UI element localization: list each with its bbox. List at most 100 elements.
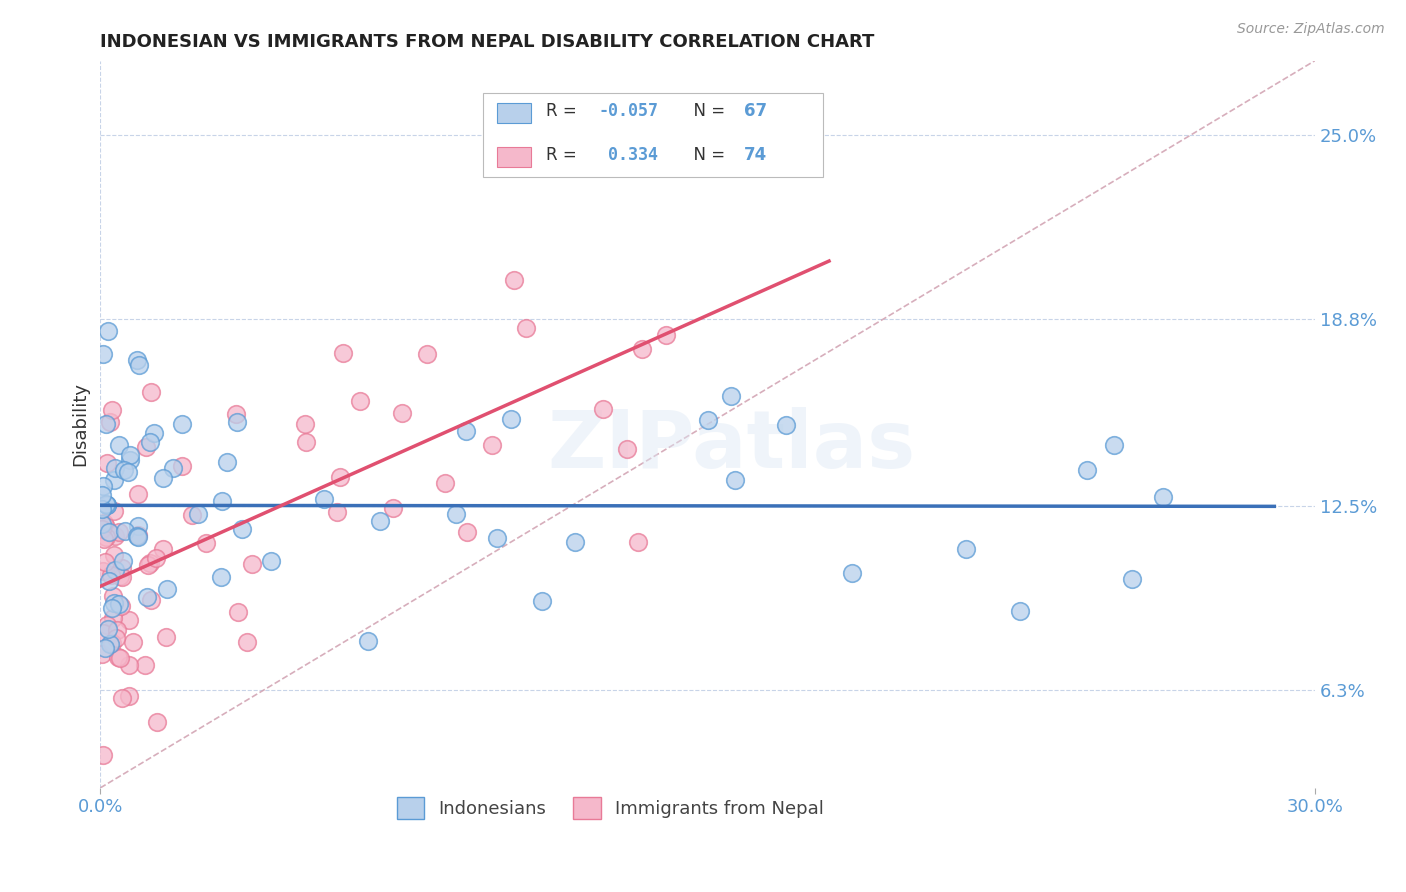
Point <box>616 442 638 456</box>
Point <box>96 498 118 512</box>
Bar <box>498 103 531 123</box>
Point <box>152 541 174 556</box>
Point <box>110 568 132 582</box>
Point <box>381 500 404 515</box>
Point <box>226 605 249 619</box>
Point <box>209 570 232 584</box>
Point <box>564 535 586 549</box>
Text: N =: N = <box>683 145 731 163</box>
Point <box>454 424 477 438</box>
Point <box>114 524 136 539</box>
Text: Source: ZipAtlas.com: Source: ZipAtlas.com <box>1237 22 1385 37</box>
Point <box>162 460 184 475</box>
Point <box>231 522 253 536</box>
Point <box>586 143 609 157</box>
Point <box>121 634 143 648</box>
Point <box>155 630 177 644</box>
Point <box>91 479 114 493</box>
Point <box>1152 490 1174 504</box>
Point <box>329 469 352 483</box>
Point <box>127 528 149 542</box>
Point <box>108 437 131 451</box>
Point <box>240 557 263 571</box>
Point <box>111 560 134 574</box>
Point <box>481 438 503 452</box>
Text: R =: R = <box>546 145 582 163</box>
Point <box>723 473 745 487</box>
Point <box>592 401 614 416</box>
Point <box>502 273 524 287</box>
Text: -0.057: -0.057 <box>599 102 658 120</box>
Point <box>91 747 114 762</box>
Point <box>101 601 124 615</box>
Point <box>112 463 135 477</box>
Point <box>118 690 141 704</box>
Point <box>127 353 149 368</box>
Point <box>194 536 217 550</box>
Point <box>136 558 159 572</box>
Point <box>105 624 128 638</box>
Point <box>135 440 157 454</box>
Point <box>332 346 354 360</box>
Point <box>217 455 239 469</box>
Point <box>98 574 121 588</box>
Point <box>720 388 742 402</box>
Point <box>91 502 114 516</box>
Point <box>112 554 135 568</box>
Point <box>499 412 522 426</box>
Point <box>101 403 124 417</box>
Point <box>485 531 508 545</box>
Text: 0.334: 0.334 <box>599 145 658 163</box>
Point <box>107 650 129 665</box>
Text: INDONESIAN VS IMMIGRANTS FROM NEPAL DISABILITY CORRELATION CHART: INDONESIAN VS IMMIGRANTS FROM NEPAL DISA… <box>100 33 875 51</box>
Point <box>108 597 131 611</box>
Point <box>110 651 132 665</box>
Point <box>146 715 169 730</box>
Y-axis label: Disability: Disability <box>72 383 89 467</box>
Point <box>96 497 118 511</box>
Point <box>127 518 149 533</box>
Point <box>118 657 141 672</box>
Point <box>125 529 148 543</box>
Point <box>236 635 259 649</box>
Point <box>1076 463 1098 477</box>
Point <box>170 417 193 432</box>
Point <box>104 529 127 543</box>
Point <box>101 611 124 625</box>
Point <box>775 417 797 432</box>
Point <box>91 347 114 361</box>
Point <box>325 505 347 519</box>
Point <box>186 507 208 521</box>
Point <box>97 525 120 540</box>
Point <box>181 508 204 522</box>
Text: 67: 67 <box>744 102 768 120</box>
Point <box>141 593 163 607</box>
Point <box>96 618 118 632</box>
Point <box>696 412 718 426</box>
Point <box>94 520 117 534</box>
Point <box>260 554 283 568</box>
Bar <box>498 146 531 167</box>
Point <box>104 461 127 475</box>
Point <box>444 507 467 521</box>
Point <box>108 524 131 539</box>
Point <box>295 435 318 450</box>
Text: ZIPatlas: ZIPatlas <box>548 407 915 485</box>
Point <box>103 596 125 610</box>
Bar <box>482 94 823 178</box>
Point <box>118 448 141 462</box>
Point <box>841 566 863 580</box>
Point <box>103 473 125 487</box>
Point <box>211 494 233 508</box>
Point <box>93 516 115 530</box>
Point <box>955 541 977 556</box>
Point <box>515 321 537 335</box>
Point <box>96 498 118 512</box>
Point <box>93 533 115 547</box>
Point <box>142 426 165 441</box>
Point <box>1104 438 1126 452</box>
Point <box>91 647 114 661</box>
Point <box>416 347 439 361</box>
Point <box>357 634 380 648</box>
Point <box>91 564 114 578</box>
